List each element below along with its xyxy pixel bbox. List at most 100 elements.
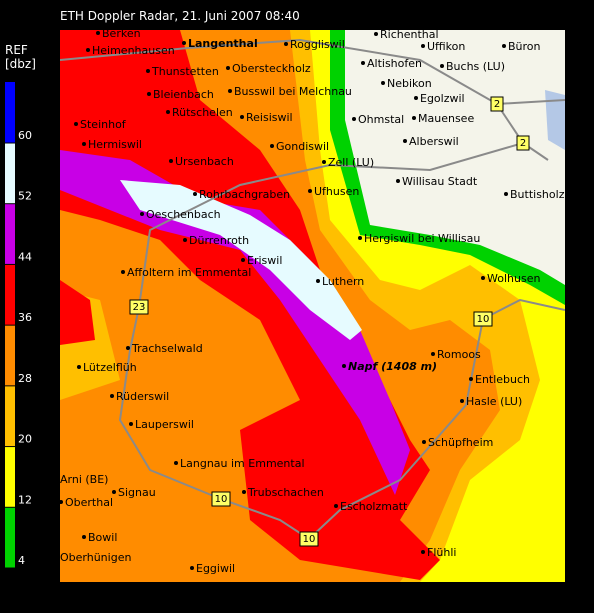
place-label: Escholzmatt	[340, 500, 408, 513]
place-dot	[504, 192, 508, 196]
legend-swatch	[5, 203, 15, 265]
place-dot	[308, 189, 312, 193]
place-dot	[190, 566, 194, 570]
place-label: Heimenhausen	[92, 44, 175, 57]
place-label: Ufhusen	[314, 185, 359, 198]
place-dot	[316, 279, 320, 283]
legend-swatch	[5, 385, 15, 447]
place-dot	[242, 490, 246, 494]
place-label: Eriswil	[247, 254, 282, 267]
place-label: Büron	[508, 40, 541, 53]
place-dot	[82, 535, 86, 539]
place-label: Oeschenbach	[146, 208, 221, 221]
place-dot	[182, 41, 186, 45]
place-label: Berken	[102, 27, 141, 40]
place-label: Richenthal	[380, 28, 439, 41]
place-dot	[166, 110, 170, 114]
place-label: Affoltern im Emmental	[127, 266, 251, 279]
place-label: Buttisholz	[510, 188, 565, 201]
place-dot	[74, 122, 78, 126]
legend-tick-label: 52	[18, 190, 32, 203]
place-label: Obersteckholz	[232, 62, 311, 75]
place-label: Dürrenroth	[189, 234, 249, 247]
place-label: Arni (BE)	[60, 473, 108, 486]
place-dot	[322, 160, 326, 164]
legend-tick-label: 28	[18, 372, 32, 385]
place-label: Steinhof	[80, 118, 127, 131]
place-label: Ursenbach	[175, 155, 234, 168]
place-dot	[112, 490, 116, 494]
place-label: Flühli	[427, 546, 456, 559]
place-dot	[121, 270, 125, 274]
place-dot	[147, 92, 151, 96]
legend-swatch	[5, 446, 15, 508]
road-number: 10	[215, 494, 228, 505]
place-dot	[414, 96, 418, 100]
legend-tick-label: 12	[18, 493, 32, 506]
place-label: Roggliswil	[290, 38, 345, 51]
place-dot	[77, 365, 81, 369]
place-label: Schüpfheim	[428, 436, 493, 449]
place-label: Zell (LU)	[328, 156, 374, 169]
place-dot	[381, 81, 385, 85]
place-label: Rohrbachgraben	[199, 188, 290, 201]
place-dot	[110, 394, 114, 398]
place-label: Hermiswil	[88, 138, 142, 151]
place-dot	[126, 346, 130, 350]
legend-swatch	[5, 264, 15, 326]
place-dot	[334, 504, 338, 508]
place-dot	[228, 89, 232, 93]
place-label: Eggiwil	[196, 562, 235, 575]
place-dot	[60, 500, 63, 504]
legend-swatch	[5, 82, 15, 143]
place-label: Napf (1408 m)	[348, 360, 437, 373]
place-label: Uffikon	[427, 40, 465, 53]
place-dot	[270, 144, 274, 148]
place-dot	[352, 117, 356, 121]
place-dot	[146, 69, 150, 73]
echo-white	[120, 180, 362, 340]
place-dot	[82, 142, 86, 146]
place-dot	[440, 64, 444, 68]
road-labels: 2 2 23 10 10 10	[129, 96, 530, 547]
place-label: Oberhünigen	[60, 551, 131, 564]
place-label: Altishofen	[367, 57, 422, 70]
place-label: Romoos	[437, 348, 481, 361]
legend-tick-label: 36	[18, 311, 32, 324]
place-label: Rütschelen	[172, 106, 233, 119]
place-label: Signau	[118, 486, 156, 499]
legend-tick-label: 20	[18, 433, 32, 446]
road-number: 2	[520, 138, 526, 149]
place-dot	[183, 238, 187, 242]
legend-tick-label: 44	[18, 250, 32, 263]
place-label: Hergiswil bei Willisau	[364, 232, 480, 245]
place-dot	[421, 44, 425, 48]
place-label: Ohmstal	[358, 113, 404, 126]
place-label: Mauensee	[418, 112, 474, 125]
road-number: 10	[303, 534, 316, 545]
place-dot	[361, 61, 365, 65]
legend-swatch	[5, 507, 15, 568]
road-number: 10	[477, 314, 490, 325]
place-label: Willisau Stadt	[402, 175, 478, 188]
legend-tick-label: 4	[18, 554, 25, 567]
place-label: Rüderswil	[116, 390, 169, 403]
place-label: Bowil	[88, 531, 117, 544]
place-label: Lützelflüh	[83, 361, 137, 374]
place-dot	[241, 258, 245, 262]
place-dot	[358, 236, 362, 240]
legend-title: REF	[5, 43, 28, 57]
legend: 4 12 20 28 36 44 52 60	[5, 82, 32, 569]
place-dot	[460, 399, 464, 403]
place-dot	[422, 440, 426, 444]
place-label: Alberswil	[409, 135, 459, 148]
echo-red	[60, 30, 440, 580]
road-number: 23	[133, 302, 146, 313]
place-dot	[169, 159, 173, 163]
place-dot	[403, 139, 407, 143]
place-label: Lauperswil	[135, 418, 194, 431]
place-dot	[502, 44, 506, 48]
place-dot	[193, 192, 197, 196]
place-label: Reisiswil	[246, 111, 293, 124]
place-label: Busswil bei Melchnau	[234, 85, 352, 98]
